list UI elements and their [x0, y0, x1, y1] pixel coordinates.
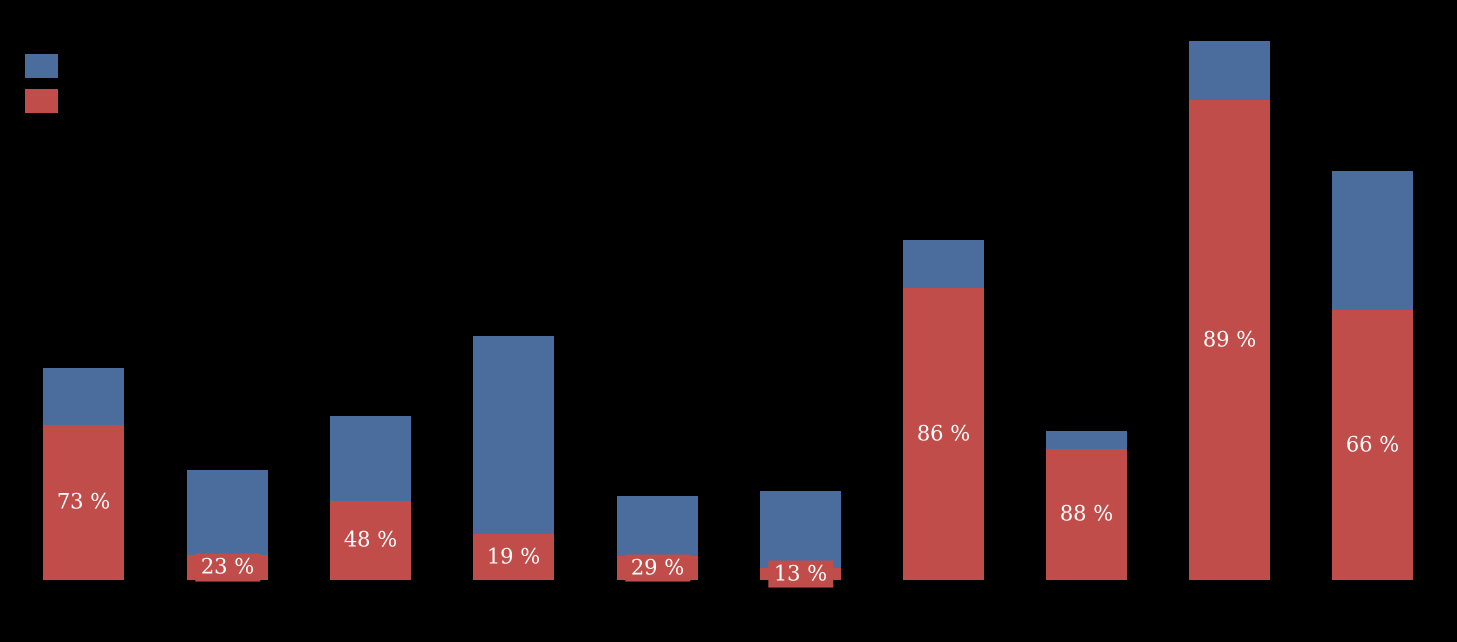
stacked-bar: 29 %	[617, 496, 698, 582]
stacked-bar: 13 %	[760, 491, 841, 588]
bar-segment-blue	[1189, 41, 1270, 100]
bar-segment-blue	[760, 491, 841, 568]
stacked-bar: 23 %	[187, 470, 268, 582]
stacked-bar: 66 %	[1332, 171, 1413, 580]
stacked-bar: 89 %	[1189, 41, 1270, 580]
percent-label: 48 %	[337, 526, 404, 555]
bar-segment-blue	[903, 240, 984, 288]
percent-label: 73 %	[50, 488, 117, 517]
percent-label: 86 %	[910, 420, 977, 448]
percent-label: 13 %	[767, 560, 834, 588]
bar-segment-blue	[1046, 431, 1127, 449]
percent-label: 66 %	[1339, 431, 1406, 459]
percent-label: 29 %	[624, 554, 691, 582]
stacked-bar: 19 %	[473, 336, 554, 580]
percent-label: 89 %	[1196, 326, 1263, 354]
stacked-bar: 86 %	[903, 240, 984, 580]
stacked-bar: 88 %	[1046, 431, 1127, 580]
bar-segment-blue	[330, 416, 411, 501]
bar-segment-blue	[617, 496, 698, 556]
legend-swatch-red	[25, 89, 58, 113]
chart-legend	[25, 54, 58, 124]
percent-label: 23 %	[194, 553, 261, 582]
stacked-bar: 73 %	[43, 368, 124, 580]
percent-label: 88 %	[1053, 500, 1120, 529]
bar-segment-blue	[187, 470, 268, 555]
legend-swatch-blue	[25, 54, 58, 78]
stacked-bar: 48 %	[330, 416, 411, 580]
bar-segment-blue	[1332, 171, 1413, 310]
bar-segment-blue	[43, 368, 124, 425]
percent-label: 19 %	[480, 543, 547, 571]
bar-segment-blue	[473, 336, 554, 534]
